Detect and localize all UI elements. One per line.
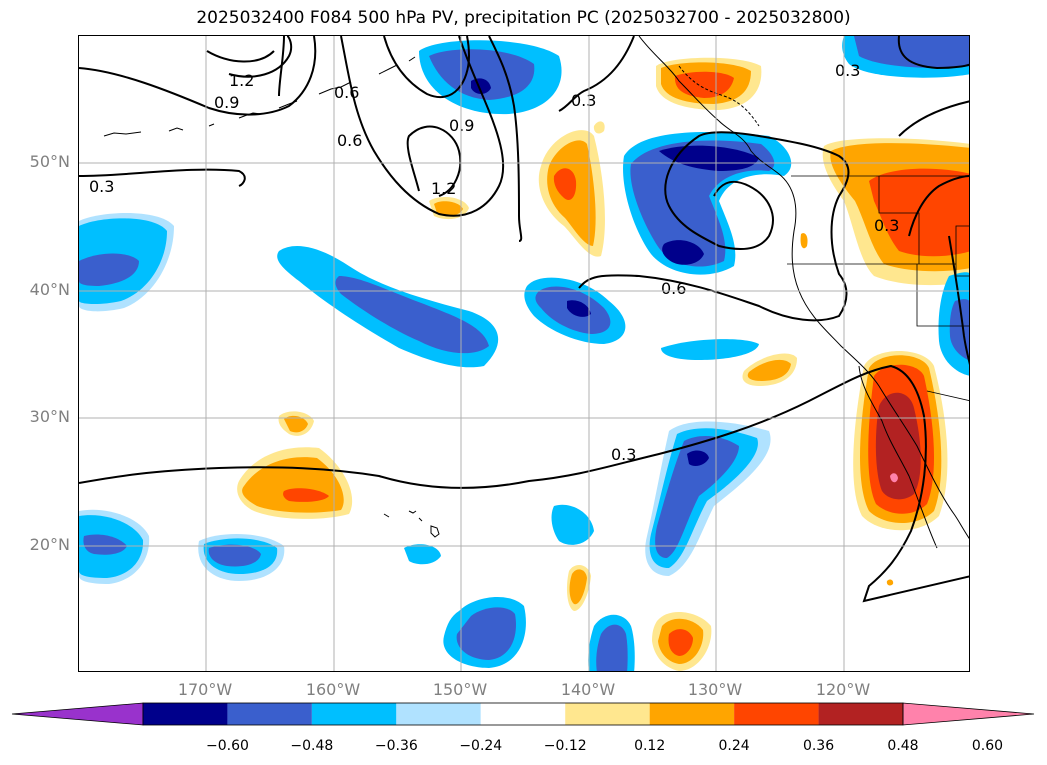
colorbar-cell bbox=[480, 703, 566, 725]
lon-label-130w: 130°W bbox=[687, 680, 743, 699]
precipitation-shading bbox=[79, 36, 969, 671]
contour-label: 1.2 bbox=[229, 71, 254, 90]
contour-label: 0.3 bbox=[835, 61, 860, 80]
colorbar-border bbox=[142, 702, 904, 726]
colorbar-tick-label: −0.12 bbox=[543, 738, 587, 754]
political-borders bbox=[787, 175, 969, 401]
lon-label-150w: 150°W bbox=[432, 680, 488, 699]
colorbar-tick-label: −0.36 bbox=[374, 738, 418, 754]
contour-label: 0.6 bbox=[661, 279, 686, 298]
contour-label: 0.3 bbox=[874, 216, 899, 235]
colorbar-tick-label: 0.48 bbox=[887, 738, 919, 754]
colorbar-cell bbox=[396, 703, 481, 725]
graticule bbox=[79, 36, 969, 671]
colorbar-tick-label: 0.24 bbox=[718, 738, 750, 754]
lat-label-20n: 20°N bbox=[29, 535, 70, 554]
lon-label-160w: 160°W bbox=[305, 680, 361, 699]
lon-label-140w: 140°W bbox=[560, 680, 616, 699]
contour-label: 0.3 bbox=[611, 445, 636, 464]
lon-label-170w: 170°W bbox=[177, 680, 233, 699]
colorbar-tick-label: −0.48 bbox=[290, 738, 334, 754]
colorbar-tick-label: −0.60 bbox=[205, 738, 249, 754]
contour-label: 0.3 bbox=[571, 91, 596, 110]
colorbar-cell bbox=[734, 703, 819, 725]
contour-label: 0.6 bbox=[337, 131, 362, 150]
lat-label-30n: 30°N bbox=[29, 407, 70, 426]
colorbar-extend-low bbox=[11, 702, 144, 726]
colorbar-cell bbox=[565, 703, 650, 725]
contour-label: 0.9 bbox=[214, 93, 239, 112]
colorbar-cell bbox=[227, 703, 312, 725]
lon-label-120w: 120°W bbox=[815, 680, 871, 699]
lat-label-50n: 50°N bbox=[29, 152, 70, 171]
colorbar-extend-high bbox=[902, 702, 1035, 726]
map-title: 2025032400 F084 500 hPa PV, precipitatio… bbox=[196, 8, 851, 28]
pv-contours bbox=[79, 36, 969, 603]
colorbar-cell bbox=[311, 703, 397, 725]
colorbar bbox=[11, 702, 1035, 726]
contour-label: 0.6 bbox=[334, 83, 359, 102]
colorbar-cell bbox=[143, 703, 228, 725]
contour-label: 0.9 bbox=[449, 116, 474, 135]
colorbar-cell bbox=[818, 703, 903, 725]
contour-label: 1.2 bbox=[431, 179, 456, 198]
colorbar-tick-label: 0.36 bbox=[802, 738, 835, 754]
coastlines bbox=[103, 36, 969, 549]
map-panel[interactable]: 1.2 0.9 0.6 0.6 0.9 1.2 0.3 0.3 0.3 0.6 … bbox=[78, 35, 970, 672]
colorbar-cell bbox=[649, 703, 735, 725]
colorbar-tick-label: −0.24 bbox=[459, 738, 503, 754]
colorbar-tick-label: 0.60 bbox=[971, 738, 1004, 754]
colorbar-tick-label: 0.12 bbox=[634, 738, 666, 754]
lat-label-40n: 40°N bbox=[29, 280, 70, 299]
contour-label: 0.3 bbox=[89, 177, 114, 196]
map-canvas: 1.2 0.9 0.6 0.6 0.9 1.2 0.3 0.3 0.3 0.6 … bbox=[79, 36, 969, 671]
contour-labels: 1.2 0.9 0.6 0.6 0.9 1.2 0.3 0.3 0.3 0.6 … bbox=[89, 61, 899, 464]
